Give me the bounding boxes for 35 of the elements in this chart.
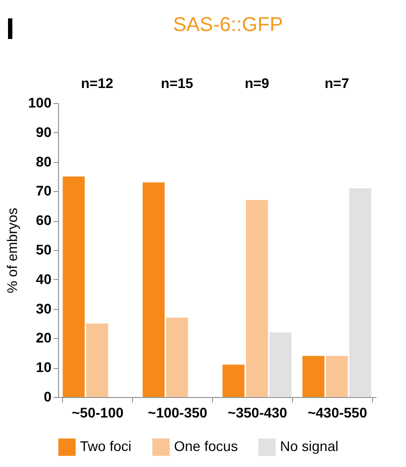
- bar: [222, 364, 245, 397]
- y-tick-label: 50: [36, 242, 52, 258]
- bar: [246, 200, 268, 397]
- x-tick-label: ~350-430: [228, 404, 288, 420]
- legend-label: One focus: [174, 438, 238, 454]
- bar: [62, 176, 85, 397]
- y-tick-label: 40: [36, 270, 52, 287]
- y-axis-title: % of embryos: [4, 208, 20, 294]
- bar: [142, 182, 165, 397]
- y-tick-label: 90: [36, 124, 52, 140]
- bar: [302, 356, 324, 397]
- y-tick-label: 30: [36, 300, 52, 316]
- bar: [86, 324, 108, 397]
- x-tick-label: ~430-550: [308, 404, 368, 420]
- y-tick-label: 100: [28, 94, 52, 110]
- x-tick-label: ~50-100: [72, 404, 124, 420]
- text: n=9: [244, 75, 270, 91]
- x-tick-label: ~100-350: [148, 404, 208, 420]
- bar: [349, 188, 372, 397]
- bar: [269, 332, 292, 397]
- text: n=15: [160, 75, 194, 91]
- chart-title: SAS-6::GFP: [172, 14, 284, 36]
- y-tick-label: 0: [44, 388, 52, 404]
- legend-label: Two foci: [80, 438, 132, 454]
- y-tick-label: 70: [36, 182, 52, 199]
- text: n=7: [324, 75, 350, 91]
- text: I: [6, 13, 14, 46]
- text: n=12: [80, 75, 114, 91]
- y-tick-label: 60: [36, 212, 52, 228]
- y-tick-label: 20: [36, 330, 52, 346]
- bar: [326, 356, 348, 397]
- legend-label: No signal: [280, 438, 338, 454]
- y-tick-label: 10: [36, 359, 52, 376]
- y-tick-label: 80: [36, 153, 52, 170]
- bar: [166, 318, 188, 397]
